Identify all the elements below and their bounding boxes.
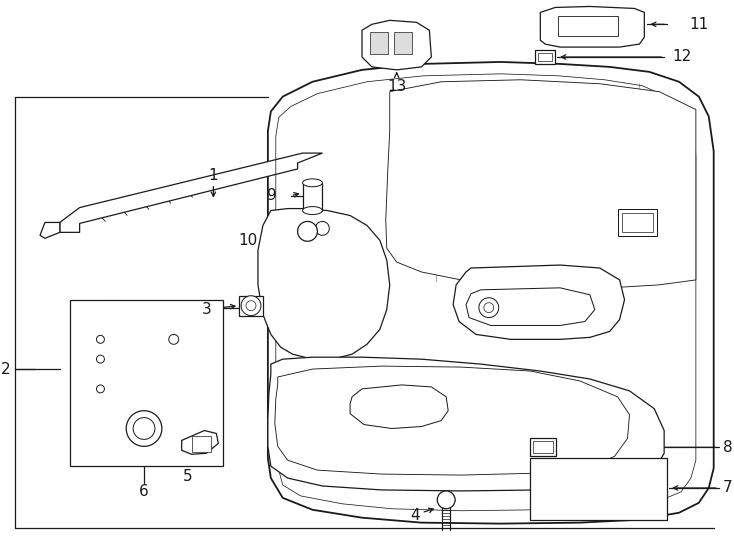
Circle shape — [169, 334, 178, 345]
Bar — [558, 16, 617, 36]
Circle shape — [133, 417, 155, 440]
Circle shape — [96, 335, 104, 343]
Text: 2: 2 — [1, 362, 10, 376]
Text: 9: 9 — [267, 188, 277, 203]
Circle shape — [96, 355, 104, 363]
Text: 11: 11 — [689, 17, 708, 32]
Text: 10: 10 — [239, 233, 258, 248]
Bar — [622, 213, 653, 232]
Text: 5: 5 — [183, 469, 192, 484]
Bar — [192, 436, 211, 453]
Bar — [531, 458, 667, 519]
Circle shape — [297, 221, 317, 241]
Polygon shape — [453, 265, 625, 339]
Text: 3: 3 — [202, 302, 211, 317]
Ellipse shape — [302, 207, 322, 214]
Bar — [535, 50, 555, 64]
Text: 12: 12 — [672, 50, 691, 64]
Bar — [302, 183, 322, 211]
Text: 8: 8 — [722, 440, 733, 455]
Polygon shape — [350, 385, 448, 429]
Polygon shape — [182, 430, 218, 454]
Bar — [531, 438, 556, 456]
Bar — [70, 300, 223, 466]
Bar — [617, 208, 657, 237]
Circle shape — [437, 491, 455, 509]
Polygon shape — [258, 208, 390, 359]
Circle shape — [126, 411, 162, 447]
Circle shape — [241, 296, 261, 315]
Polygon shape — [362, 21, 432, 70]
Text: 1: 1 — [208, 168, 218, 184]
Text: 4: 4 — [411, 508, 421, 523]
Bar — [239, 296, 263, 315]
Bar — [370, 32, 388, 54]
Circle shape — [96, 385, 104, 393]
Polygon shape — [466, 288, 595, 326]
Text: 13: 13 — [387, 79, 407, 94]
Polygon shape — [59, 153, 322, 232]
Text: 7: 7 — [722, 481, 733, 496]
Polygon shape — [540, 6, 644, 47]
Circle shape — [484, 303, 494, 313]
Circle shape — [246, 301, 256, 310]
Bar — [393, 32, 412, 54]
Ellipse shape — [302, 179, 322, 187]
Polygon shape — [268, 62, 713, 524]
Bar — [534, 441, 553, 453]
Circle shape — [479, 298, 498, 318]
Bar — [538, 53, 552, 61]
Polygon shape — [268, 357, 664, 491]
Polygon shape — [386, 80, 696, 288]
Circle shape — [316, 221, 330, 235]
Polygon shape — [40, 222, 59, 238]
Text: 6: 6 — [139, 484, 149, 500]
